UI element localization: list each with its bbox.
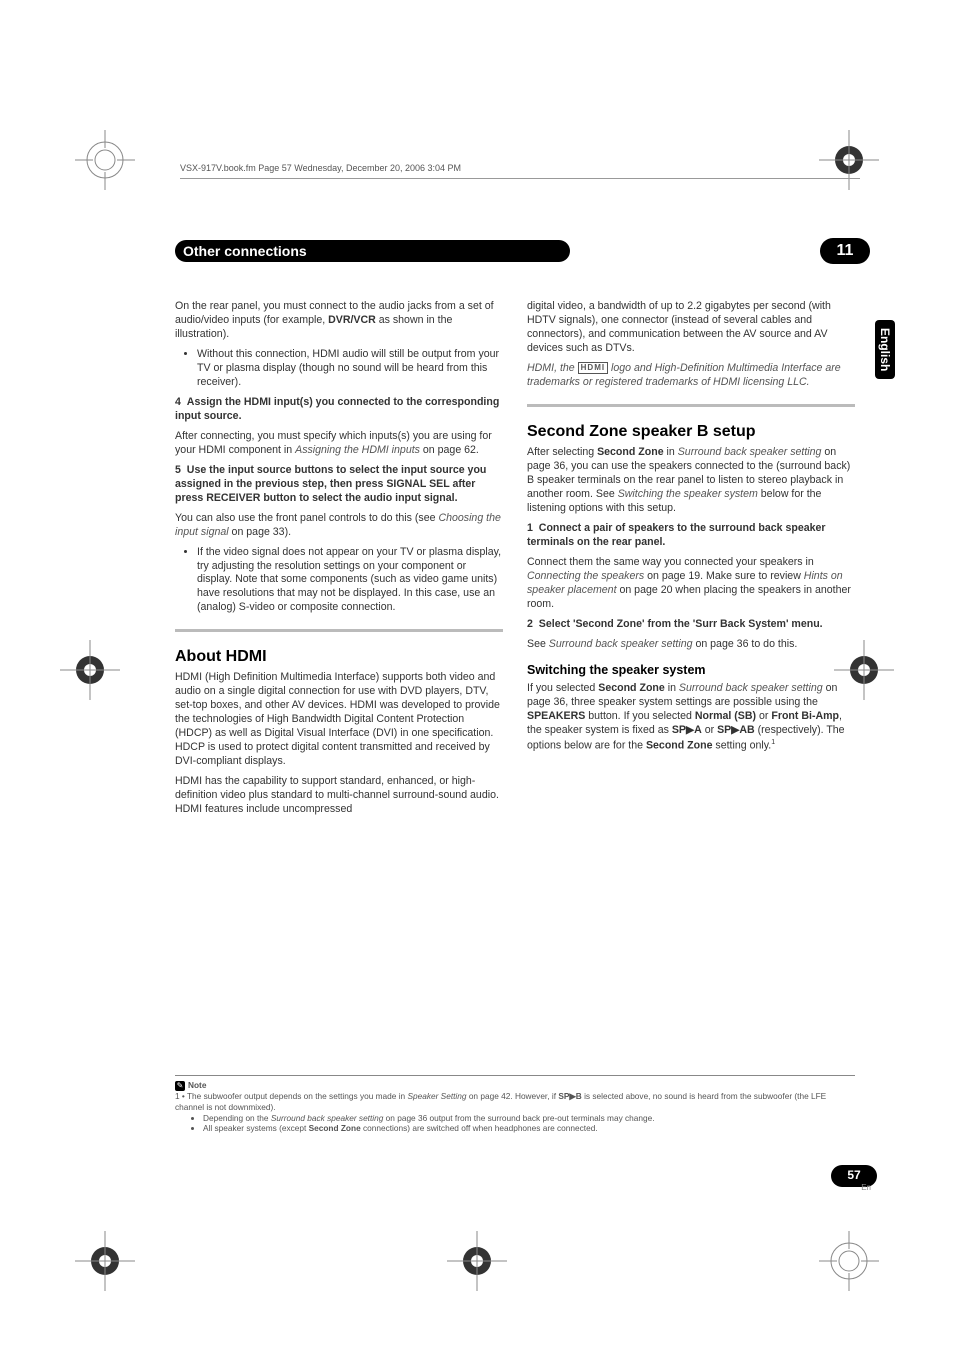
step-4-body: After connecting, you must specify which…: [175, 430, 503, 458]
about-hdmi-p2: HDMI has the capability to support stand…: [175, 775, 503, 817]
zone-step-2: 2 Select 'Second Zone' from the 'Surr Ba…: [527, 618, 855, 632]
about-hdmi-p1: HDMI (High Definition Multimedia Interfa…: [175, 671, 503, 769]
second-zone-heading: Second Zone speaker B setup: [527, 421, 855, 442]
left-column: On the rear panel, you must connect to t…: [175, 300, 503, 823]
switching-heading: Switching the speaker system: [527, 662, 855, 679]
section-separator: [527, 404, 855, 407]
bullet-item: Without this connection, HDMI audio will…: [197, 348, 503, 390]
zone-step-1-body: Connect them the same way you connected …: [527, 556, 855, 612]
language-tab: English: [875, 320, 895, 379]
footnote-rule: [175, 1075, 855, 1076]
zone-step-1: 1 Connect a pair of speakers to the surr…: [527, 522, 855, 550]
footnote-bullet: Depending on the Surround back speaker s…: [203, 1113, 855, 1124]
intro-paragraph: On the rear panel, you must connect to t…: [175, 300, 503, 342]
file-stamp: VSX-917V.book.fm Page 57 Wednesday, Dece…: [180, 163, 461, 173]
right-column: digital video, a bandwidth of up to 2.2 …: [527, 300, 855, 823]
register-mark-icon: [819, 130, 879, 190]
chapter-title: Other connections: [175, 240, 570, 262]
header-rule: [180, 178, 860, 179]
page-number-badge: 57 En: [831, 1165, 877, 1187]
footnote-block: ✎Note 1 • The subwoofer output depends o…: [175, 1080, 855, 1134]
footnote-bullet: All speaker systems (except Second Zone …: [203, 1123, 855, 1134]
switching-body: If you selected Second Zone in Surround …: [527, 682, 855, 753]
register-mark-icon: [75, 130, 135, 190]
bullet-item: If the video signal does not appear on y…: [197, 546, 503, 616]
note-label: ✎Note: [175, 1080, 855, 1091]
footnote-line-1: 1 • The subwoofer output depends on the …: [175, 1091, 855, 1113]
about-hdmi-heading: About HDMI: [175, 646, 503, 667]
section-separator: [175, 629, 503, 632]
step-5-body: You can also use the front panel control…: [175, 512, 503, 540]
register-mark-icon: [75, 1231, 135, 1291]
second-zone-intro: After selecting Second Zone in Surround …: [527, 446, 855, 516]
note-icon: ✎: [175, 1081, 185, 1091]
step-4: 4 Assign the HDMI input(s) you connected…: [175, 396, 503, 424]
zone-step-2-body: See Surround back speaker setting on pag…: [527, 638, 855, 652]
hdmi-trademark: HDMI, the HDMI logo and High-Definition …: [527, 362, 855, 390]
register-mark-icon: [447, 1231, 507, 1291]
body-columns: On the rear panel, you must connect to t…: [175, 300, 855, 823]
page-lang: En: [861, 1178, 871, 1198]
chapter-bar: Other connections 11: [175, 240, 870, 264]
register-mark-icon: [819, 1231, 879, 1291]
hdmi-logo-icon: HDMI: [578, 362, 608, 375]
hdmi-continued: digital video, a bandwidth of up to 2.2 …: [527, 300, 855, 356]
chapter-number: 11: [820, 238, 870, 264]
register-mark-icon: [60, 640, 120, 700]
step-5: 5 Use the input source buttons to select…: [175, 464, 503, 506]
